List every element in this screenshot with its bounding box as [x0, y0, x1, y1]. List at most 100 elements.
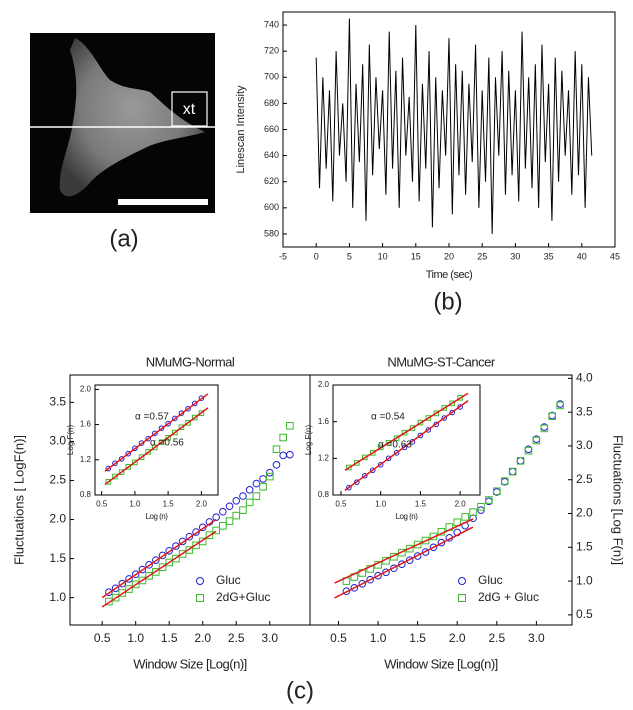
marker	[132, 445, 138, 452]
x-axis-label: Time (sec)	[426, 269, 473, 281]
marker	[409, 439, 416, 445]
x-tick-label: -5	[279, 251, 287, 261]
marker	[346, 464, 352, 471]
legend-label: 2dG+Gluc	[216, 590, 270, 604]
y-tick-label: 1.0	[576, 573, 593, 587]
y-tick-label: 620	[264, 176, 279, 186]
x-tick-label: 15	[411, 251, 421, 261]
chart: 0.5 1.0 1.5 2.0 0.8 1.2 1.6 2.0 Log (n) Log F(n) α…	[66, 384, 219, 521]
marker	[485, 496, 493, 504]
y-axis-label: Linescan Intensity	[235, 85, 247, 174]
x-tick-label: 0	[314, 251, 319, 261]
x-tick-label: 2.5	[488, 631, 505, 645]
marker	[393, 450, 400, 456]
marker	[165, 420, 171, 427]
marker	[493, 487, 501, 496]
marker	[245, 498, 254, 507]
marker	[366, 575, 374, 584]
marker	[417, 419, 424, 426]
marker	[138, 565, 147, 574]
marker	[225, 502, 234, 511]
marker	[425, 415, 432, 421]
marker	[524, 446, 533, 455]
marker	[433, 410, 440, 417]
marker	[138, 454, 145, 460]
y-tick-label: 1.2	[318, 453, 330, 462]
chart: 0.5 1.0 1.5 2.0 0.8 1.2 1.6 2.0 Log (n) Log F(n) α…	[304, 380, 481, 521]
legend-label: Gluc	[216, 573, 241, 587]
marker	[342, 587, 351, 596]
marker	[421, 548, 430, 556]
marker	[112, 473, 118, 480]
fit-line	[334, 518, 474, 584]
legend-marker	[458, 594, 466, 602]
panel-caption: (a)	[109, 225, 138, 252]
x-tick-label: 0.5	[94, 631, 111, 645]
marker	[272, 461, 281, 469]
y-tick-label: 3.5	[576, 404, 593, 418]
marker	[192, 541, 200, 550]
x-tick-label: 25	[477, 251, 487, 261]
marker	[118, 456, 125, 462]
marker	[225, 517, 234, 525]
marker	[252, 492, 261, 500]
panel-caption: (b)	[433, 288, 462, 315]
x-tick-label: 2.5	[228, 631, 245, 645]
marker	[152, 568, 160, 576]
marker	[477, 502, 485, 511]
marker	[508, 467, 517, 476]
marker	[409, 425, 416, 431]
marker	[429, 543, 438, 552]
x-tick-label: 1.0	[375, 499, 387, 508]
marker	[191, 400, 198, 407]
x-tick-label: 1.5	[163, 499, 175, 508]
marker	[192, 528, 200, 536]
marker	[118, 469, 125, 475]
marker	[111, 593, 120, 602]
fit-line	[101, 530, 217, 608]
marker	[172, 542, 180, 550]
marker	[413, 540, 422, 549]
chart-title: NMuMG-Normal	[146, 354, 235, 369]
marker	[219, 507, 227, 516]
marker	[279, 433, 287, 442]
marker	[369, 467, 376, 474]
y-tick-label: 600	[264, 202, 279, 212]
x-tick-label: 30	[510, 251, 520, 261]
x-tick-label: 20	[444, 251, 454, 261]
y-axis-label: Fluctuations [Log F(n)]	[611, 435, 626, 565]
x-tick-label: 45	[610, 251, 620, 261]
marker	[393, 435, 400, 441]
x-axis-label: Window Size [Log(n)]	[384, 656, 498, 671]
marker	[158, 425, 165, 431]
marker	[178, 410, 185, 416]
y-tick-label: 3.0	[576, 438, 593, 452]
x-tick-label: 2.0	[449, 631, 466, 645]
marker	[346, 484, 352, 491]
x-tick-label: 35	[544, 251, 554, 261]
marker	[111, 584, 120, 593]
fit-line	[334, 526, 474, 599]
marker	[198, 395, 205, 402]
plot-frame	[332, 384, 481, 496]
xt-box	[171, 91, 208, 127]
marker	[377, 461, 384, 468]
marker	[516, 457, 525, 465]
annotation: α =0.54	[371, 412, 405, 423]
marker	[232, 496, 241, 505]
marker	[405, 556, 414, 564]
y-tick-label: 740	[264, 19, 279, 29]
marker	[417, 432, 424, 439]
x-tick-label: 0.5	[330, 631, 347, 645]
marker	[125, 585, 133, 593]
marker	[172, 554, 180, 563]
marker	[118, 579, 127, 588]
marker	[239, 492, 247, 500]
marker	[286, 450, 294, 459]
marker	[178, 537, 187, 546]
marker	[105, 597, 113, 606]
marker	[358, 579, 367, 588]
marker	[425, 427, 432, 433]
y-axis-label: Log F(n)	[66, 425, 75, 456]
y-tick-label: 2.0	[49, 512, 66, 526]
